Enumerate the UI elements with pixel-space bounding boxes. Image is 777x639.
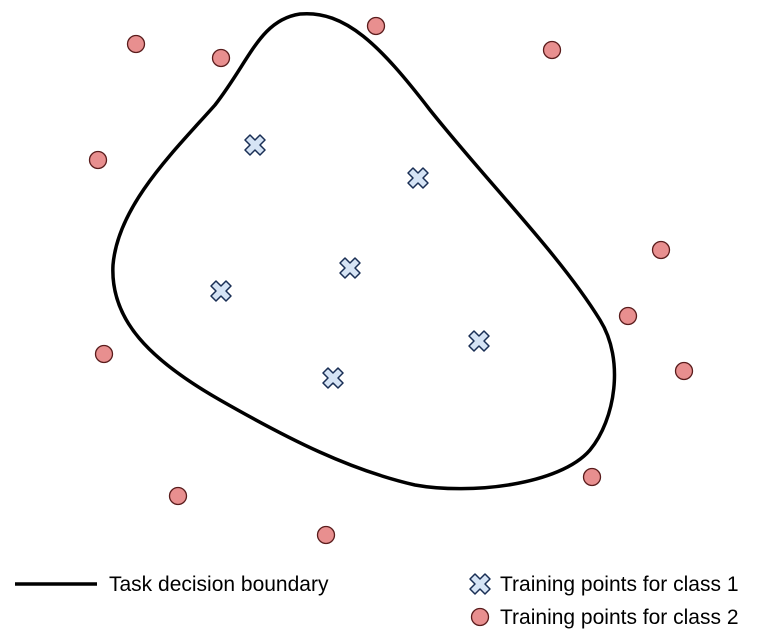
legend-class2-label: Training points for class 2: [500, 606, 739, 629]
class1-point: [244, 134, 266, 156]
task-decision-boundary: [111, 11, 617, 491]
class1-point: [468, 330, 490, 352]
class1-point: [210, 280, 232, 302]
class1-point: [339, 257, 361, 279]
circle-icon: [470, 607, 490, 627]
class2-point: [582, 467, 602, 487]
class2-point: [316, 525, 336, 545]
class2-point: [651, 240, 671, 260]
class2-point: [94, 344, 114, 364]
class1-point: [407, 167, 429, 189]
x-cross-icon: [469, 573, 491, 595]
class1-points: [210, 134, 490, 389]
class2-point: [168, 486, 188, 506]
class2-point: [211, 48, 231, 68]
legend-class1-label: Training points for class 1: [500, 573, 739, 596]
class2-point: [366, 16, 386, 36]
class1-point: [322, 367, 344, 389]
legend-boundary-label: Task decision boundary: [109, 573, 329, 596]
class2-point: [88, 150, 108, 170]
class2-point: [674, 361, 694, 381]
class2-point: [618, 306, 638, 326]
legend: Task decision boundary Training points f…: [15, 573, 739, 629]
class2-point: [126, 34, 146, 54]
class2-points: [88, 16, 694, 545]
class2-point: [542, 40, 562, 60]
